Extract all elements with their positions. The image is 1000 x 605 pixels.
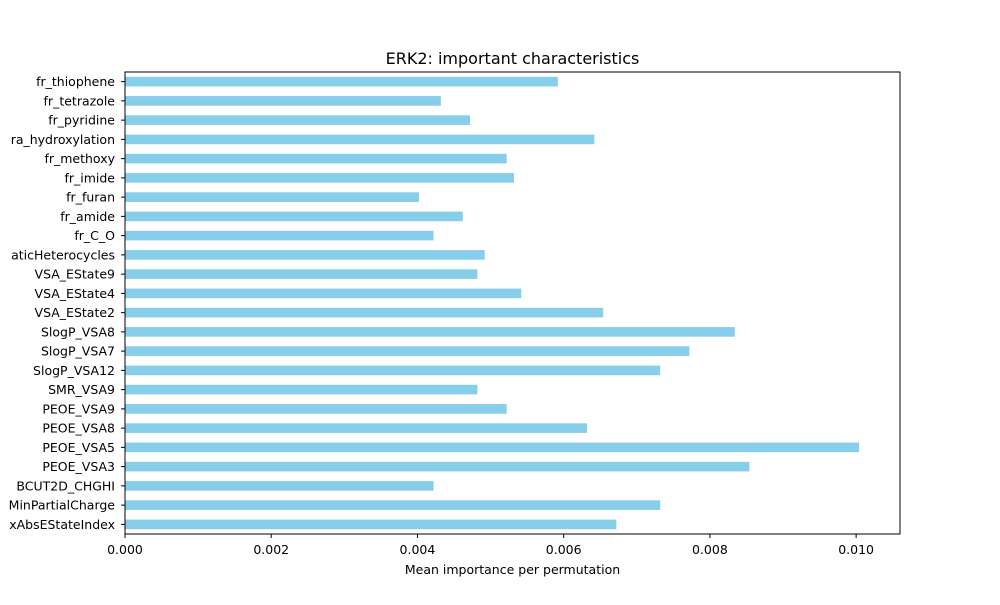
y-tick-label: SlogP_VSA12	[33, 363, 115, 378]
bars-layer	[125, 76, 860, 530]
bar-fr_methoxy	[125, 153, 507, 164]
y-tick-label: fr_C_O	[74, 228, 115, 243]
bar-PEOE_VSA9	[125, 404, 507, 414]
x-tick-label: 0.008	[692, 542, 728, 557]
y-tick-label: PEOE_VSA5	[42, 440, 115, 455]
bar-PEOE_VSA8	[125, 423, 588, 433]
y-tick-label: VSA_EState9	[35, 267, 116, 282]
bar-VSA_EState4	[125, 288, 522, 299]
bar-PEOE_VSA5	[125, 442, 860, 453]
bar-SlogP_VSA12	[125, 365, 661, 376]
bar-fr_tetrazole	[125, 96, 441, 106]
bar-fr_imide	[125, 173, 514, 183]
bar-MinPartialCharge	[125, 500, 661, 510]
bar-VSA_EState9	[125, 269, 478, 279]
y-tick-label: SlogP_VSA7	[41, 344, 115, 359]
y-tick-label: fr_methoxy	[44, 151, 115, 166]
y-tick-label: PEOE_VSA9	[42, 401, 115, 416]
y-tick-label: BCUT2D_CHGHI	[16, 478, 115, 493]
x-tick-label: 0.002	[253, 542, 289, 557]
bar-SlogP_VSA8	[125, 327, 735, 337]
bar-fr_pyridine	[125, 115, 471, 125]
bar-ra_hydroxylation	[125, 134, 595, 145]
x-tick-label: 0.000	[107, 542, 143, 557]
chart-title: ERK2: important characteristics	[386, 49, 640, 68]
y-tick-label: VSA_EState4	[35, 286, 116, 301]
y-tick-label: VSA_EState2	[35, 305, 115, 320]
y-tick-label: SlogP_VSA8	[41, 324, 115, 339]
bar-VSA_EState2	[125, 307, 604, 318]
y-tick-label: fr_furan	[66, 190, 115, 205]
bar-SMR_VSA9	[125, 384, 478, 395]
plot-frame	[124, 71, 901, 535]
x-tick-label: 0.010	[838, 542, 874, 557]
x-axis-ticks: 0.000 0.002 0.004 0.006 0.008 0.010	[107, 534, 874, 557]
x-tick-label: 0.004	[400, 542, 436, 557]
bar-fr_amide	[125, 211, 463, 222]
y-tick-label: fr_tetrazole	[44, 93, 116, 108]
y-tick-label: SMR_VSA9	[48, 382, 115, 397]
bar-xAbsEStateIndex	[125, 519, 617, 530]
x-axis-label: Mean importance per permutation	[405, 562, 620, 577]
bar-SlogP_VSA7	[125, 346, 690, 356]
y-tick-label: MinPartialCharge	[9, 498, 116, 513]
x-tick-label: 0.006	[546, 542, 582, 557]
bar-fr_furan	[125, 192, 419, 202]
bar-BCUT2D_CHGHI	[125, 481, 434, 491]
bar-fr_C_O	[125, 230, 434, 241]
bar-fr_thiophene	[125, 76, 558, 87]
y-axis-ticks: fr_thiophene fr_tetrazole fr_pyridine ra_hy…	[9, 74, 125, 532]
y-tick-label: PEOE_VSA3	[42, 459, 115, 474]
y-tick-label: fr_pyridine	[48, 113, 115, 128]
y-tick-label: fr_thiophene	[36, 74, 115, 89]
y-tick-label: xAbsEStateIndex	[9, 517, 115, 532]
y-tick-label: PEOE_VSA8	[42, 421, 115, 436]
bar-aticHeterocycles	[125, 250, 485, 260]
bar-PEOE_VSA3	[125, 461, 750, 472]
y-tick-label: aticHeterocycles	[11, 247, 115, 262]
y-tick-label: fr_amide	[60, 209, 115, 224]
y-tick-label: fr_imide	[64, 170, 115, 185]
y-tick-label: ra_hydroxylation	[11, 132, 115, 147]
